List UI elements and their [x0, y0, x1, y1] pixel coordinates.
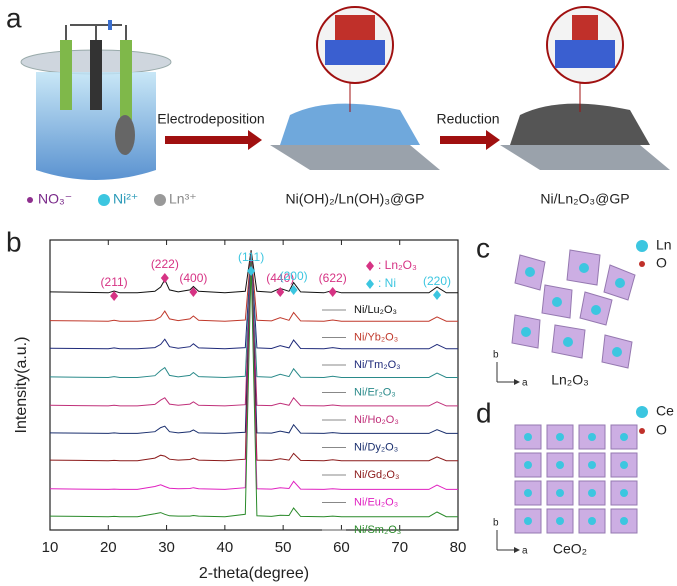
series-line — [49, 261, 458, 518]
x-tick-label: 60 — [333, 539, 350, 556]
phase-label: : Ni — [378, 276, 396, 290]
x-tick-label: 20 — [100, 539, 117, 556]
peak-label: (222) — [151, 257, 179, 271]
atom — [524, 433, 532, 441]
series-line — [49, 254, 458, 379]
atom — [588, 461, 596, 469]
peak-marker — [328, 287, 337, 297]
peak-label: (622) — [319, 271, 347, 285]
product-label: Ni/Ln₂O₃@GP — [540, 191, 629, 207]
axis-label: a — [522, 378, 528, 389]
atom — [588, 517, 596, 525]
panel-b: b 2-theta(degree) Intensity(a.u.) 10 20 30… — [6, 226, 466, 582]
legend-label: Ni/Yb₂O₃ — [354, 331, 398, 343]
legend-label: Ni/Eu₂O₃ — [354, 496, 398, 508]
peak-marker — [160, 273, 169, 283]
phase-marker — [366, 261, 374, 271]
legend-label: Ni/Sm₂O₃ — [354, 524, 401, 536]
atom — [556, 517, 564, 525]
legend-label: O — [656, 255, 667, 271]
panel-label: d — [476, 397, 492, 428]
atom — [524, 461, 532, 469]
x-tick-label: 30 — [158, 539, 175, 556]
legend-label: Ni/Dy₂O₃ — [354, 441, 398, 453]
peak-label: (111) — [238, 250, 264, 264]
legend-label: Ni/Lu₂O₃ — [354, 304, 397, 316]
atom — [620, 489, 628, 497]
axis-label: b — [493, 518, 499, 529]
ion-label: Ln³⁺ — [169, 191, 197, 207]
structure-name: Ln₂O₃ — [551, 372, 589, 388]
structure-name: CeO₂ — [553, 541, 587, 557]
peak-marker — [433, 290, 442, 300]
peak-label: (220) — [423, 274, 451, 288]
x-tick-label: 80 — [450, 539, 467, 556]
legend-label: Ln — [656, 237, 672, 253]
atom — [588, 489, 596, 497]
plot-frame — [49, 239, 459, 531]
panel-d: d Ce O b a CeO₂ — [476, 397, 674, 556]
phase-label: : Ln₂O₃ — [378, 258, 417, 272]
panel-c: c Ln O b a Ln₂O₃ — [476, 232, 672, 388]
step-label: Reduction — [436, 111, 499, 127]
panel-label: a — [6, 2, 22, 33]
substrate-2 — [500, 6, 670, 170]
axis-label: b — [493, 350, 499, 361]
polyhedron — [610, 424, 638, 450]
panel-label: b — [6, 226, 22, 257]
substrate-1 — [270, 6, 440, 170]
peak-label: (400) — [179, 271, 207, 285]
step-label: Electrodeposition — [157, 111, 264, 127]
panel-a: a Electrodeposition Reduction NO₃⁻ Ni²⁺ … — [6, 2, 670, 207]
peak-marker — [110, 291, 119, 301]
peak-marker — [189, 287, 198, 297]
series-line — [49, 251, 458, 322]
series-line — [49, 253, 458, 350]
atom — [556, 489, 564, 497]
ion-label: NO₃⁻ — [38, 191, 72, 207]
axis-label: a — [522, 546, 528, 557]
atom — [556, 433, 564, 441]
y-axis-label: Intensity(a.u.) — [13, 337, 30, 434]
panel-label: c — [476, 232, 490, 263]
legend-label: O — [656, 422, 667, 438]
x-tick-label: 50 — [275, 539, 292, 556]
legend-label: Ni/Ho₂O₃ — [354, 414, 399, 426]
x-tick-label: 10 — [42, 539, 59, 556]
legend-label: Ni/Tm₂O₃ — [354, 359, 401, 371]
atom — [556, 461, 564, 469]
cell-illustration — [20, 20, 172, 180]
peak-marker — [276, 287, 285, 297]
peak-marker — [247, 266, 256, 276]
peak-marker — [289, 285, 298, 295]
phase-marker — [366, 279, 374, 289]
peak-label: (211) — [101, 275, 128, 289]
legend-label: Ni/Er₂O₃ — [354, 386, 396, 398]
ion-label: Ni²⁺ — [113, 191, 138, 207]
peak-label: (440) — [266, 271, 294, 285]
legend-label: Ni/Gd₂O₃ — [354, 469, 399, 481]
x-tick-label: 70 — [391, 539, 408, 556]
peak-label: (200) — [280, 269, 308, 283]
atom — [588, 433, 596, 441]
atom — [524, 489, 532, 497]
x-tick-label: 40 — [217, 539, 234, 556]
product-label: Ni(OH)₂/Ln(OH)₃@GP — [286, 191, 425, 207]
legend-label: Ce — [656, 403, 674, 419]
atom — [524, 517, 532, 525]
atom — [620, 433, 628, 441]
atom — [620, 461, 628, 469]
atom — [620, 517, 628, 525]
x-axis-label: 2-theta(degree) — [199, 565, 309, 582]
